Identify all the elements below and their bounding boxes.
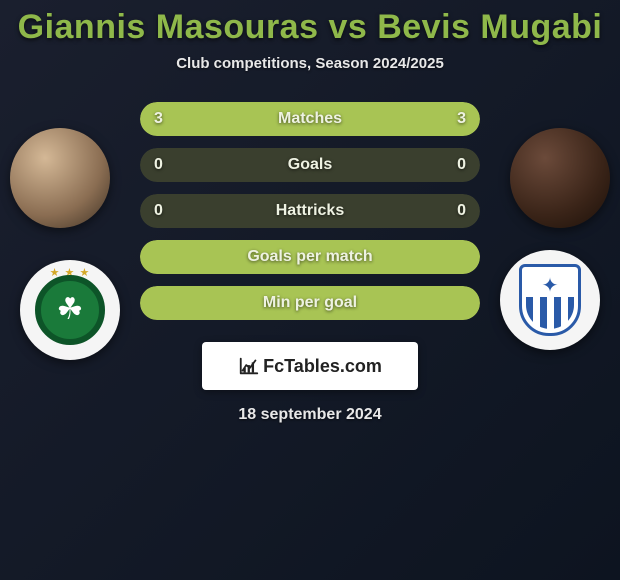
stat-label: Min per goal xyxy=(140,286,480,320)
shamrock-icon xyxy=(35,275,105,345)
club-left-crest: ★ ★ ★ xyxy=(20,260,120,360)
stat-row: 00Hattricks xyxy=(140,194,480,228)
date-label: 18 september 2024 xyxy=(0,406,620,424)
page-title: Giannis Masouras vs Bevis Mugabi xyxy=(0,8,620,47)
player-right-avatar xyxy=(510,128,610,228)
player-left-avatar xyxy=(10,128,110,228)
stat-label: Goals per match xyxy=(140,240,480,274)
stat-label: Goals xyxy=(140,148,480,182)
stat-row: 00Goals xyxy=(140,148,480,182)
branding-badge: FcTables.com xyxy=(202,342,418,390)
stat-label: Hattricks xyxy=(140,194,480,228)
stat-label: Matches xyxy=(140,102,480,136)
subtitle: Club competitions, Season 2024/2025 xyxy=(0,55,620,72)
eagle-icon: ✦ xyxy=(542,273,559,298)
chart-icon xyxy=(238,355,260,377)
club-right-crest: ✦ xyxy=(500,250,600,350)
stat-row: 33Matches xyxy=(140,102,480,136)
stat-row: Goals per match xyxy=(140,240,480,274)
branding-text: FcTables.com xyxy=(263,356,382,377)
stats-panel: 33Matches 00Goals 00Hattricks Goals per mat… xyxy=(140,102,480,320)
shield-icon: ✦ xyxy=(519,264,581,336)
stat-row: Min per goal xyxy=(140,286,480,320)
